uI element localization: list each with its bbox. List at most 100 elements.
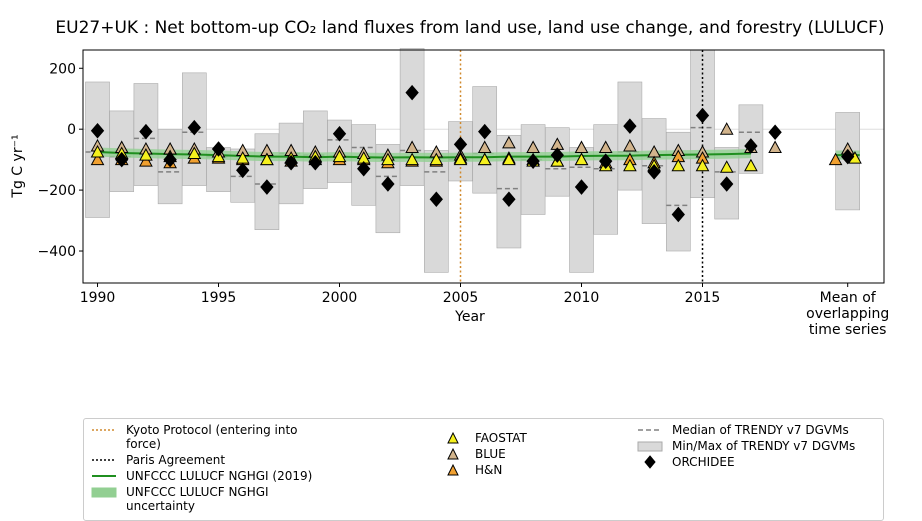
diamond-marker [478, 123, 492, 140]
x-tick-label: 1995 [201, 290, 237, 306]
triangle-marker [671, 158, 686, 172]
legend-label: ORCHIDEE [672, 455, 735, 469]
chart-title: EU27+UK : Net bottom-up CO₂ land fluxes … [55, 18, 884, 38]
triangle-marker [260, 152, 274, 166]
triangle-marker [405, 140, 419, 153]
diamond-marker [332, 125, 347, 142]
x-tick-label: 2015 [685, 290, 721, 306]
legend-symbol [644, 455, 656, 469]
legend-label: Paris Agreement [126, 453, 226, 467]
triangle-marker [828, 152, 843, 166]
diamond-marker [115, 151, 129, 168]
legend-column: FAOSTAT BLUE H&N [439, 431, 599, 479]
legend-item: Kyoto Protocol (entering into force) [90, 423, 330, 451]
triangle-marker [90, 152, 105, 166]
diamond-marker [357, 161, 371, 177]
diamond-marker [574, 179, 589, 195]
legend-mark [447, 463, 459, 476]
triangle-marker [90, 144, 105, 158]
triangle-marker [139, 148, 153, 161]
uncertainty-band [97, 147, 751, 163]
triangle-marker [719, 122, 734, 135]
diamond-marker [768, 124, 782, 141]
x-axis-label: Year [454, 309, 485, 325]
legend-label: Kyoto Protocol (entering into force) [126, 423, 298, 451]
diamond-marker [671, 206, 685, 223]
legend-symbol [91, 487, 117, 498]
diamond-marker [308, 154, 322, 171]
legend-symbol [447, 463, 459, 476]
x-tick-label: 2000 [322, 290, 358, 306]
triangle-marker [477, 140, 492, 153]
legend-column: Kyoto Protocol (entering into force) Pari… [90, 423, 330, 515]
legend-item: FAOSTAT [439, 431, 599, 445]
legend-label: Median of TRENDY v7 DGVMs [672, 423, 849, 437]
triangle-marker [526, 140, 540, 153]
legend-symbol [638, 429, 662, 431]
y-tick-label: −200 [38, 183, 76, 199]
triangle-marker [429, 152, 444, 166]
diamond-marker [187, 119, 201, 136]
triangle-marker [768, 140, 782, 153]
minmax-box [569, 147, 594, 273]
chart: EU27+UK : Net bottom-up CO₂ land fluxes … [10, 18, 889, 338]
triangle-marker [381, 152, 395, 166]
legend-label: UNFCCC LULUCF NGHGI (2019) [126, 469, 313, 483]
legend-label: H&N [475, 463, 503, 477]
legend-symbol [92, 475, 116, 477]
x-tick-label: Mean of overlapping time series [806, 290, 889, 338]
diamond-marker [720, 176, 734, 192]
legend-symbol [92, 429, 116, 431]
legend-mark [91, 487, 117, 498]
minmax-box [520, 124, 546, 215]
diamond-marker [647, 164, 661, 180]
x-tick-label: 1990 [80, 290, 116, 306]
triangle-marker [598, 140, 613, 153]
diamond-marker [429, 191, 443, 208]
triangle-marker [623, 138, 637, 152]
x-tick-label: 2010 [564, 290, 600, 306]
triangle-marker [405, 152, 419, 166]
minmax-box [472, 86, 498, 194]
diamond-marker [550, 147, 564, 163]
legend-item: BLUE [439, 447, 599, 461]
triangle-marker [574, 152, 589, 166]
legend-item: ORCHIDEE [636, 455, 876, 469]
triangle-marker [187, 146, 202, 160]
x-tick-label: 2005 [443, 290, 479, 306]
legend-item: H&N [439, 463, 599, 477]
y-tick-label: 0 [67, 122, 76, 138]
legend-symbol [92, 459, 116, 461]
diamond-marker [139, 123, 153, 140]
diamond-marker [744, 138, 758, 154]
legend-item: Median of TRENDY v7 DGVMs [636, 423, 876, 437]
legend-label: Min/Max of TRENDY v7 DGVMs [672, 439, 856, 453]
diamond-marker [526, 153, 540, 169]
legend-label: UNFCCC LULUCF NGHGI uncertainty [126, 485, 269, 513]
legend-label: BLUE [475, 447, 506, 461]
y-tick-label: −400 [38, 244, 76, 260]
diamond-marker [599, 153, 613, 169]
triangle-marker [623, 158, 637, 172]
legend-item: Paris Agreement [90, 453, 330, 467]
triangle-marker [744, 158, 758, 172]
legend-symbol [447, 431, 459, 444]
legend-symbol [637, 441, 663, 452]
legend-mark [447, 431, 459, 444]
legend-item: UNFCCC LULUCF NGHGI uncertainty [90, 485, 330, 513]
minmax-box [424, 150, 449, 273]
triangle-marker [332, 149, 347, 163]
triangle-marker [453, 152, 468, 166]
diamond-marker [260, 179, 274, 195]
unfccc-line [97, 151, 751, 159]
diamond-marker [695, 107, 710, 124]
legend-mark [637, 441, 663, 452]
legend-column: Median of TRENDY v7 DGVMs Min/Max of TREN… [636, 423, 876, 471]
triangle-marker [477, 152, 492, 166]
legend-symbol [447, 447, 459, 460]
minmax-box [617, 81, 643, 191]
diamond-marker [236, 162, 250, 179]
triangle-marker [502, 135, 516, 149]
y-tick-label: 200 [49, 61, 76, 77]
